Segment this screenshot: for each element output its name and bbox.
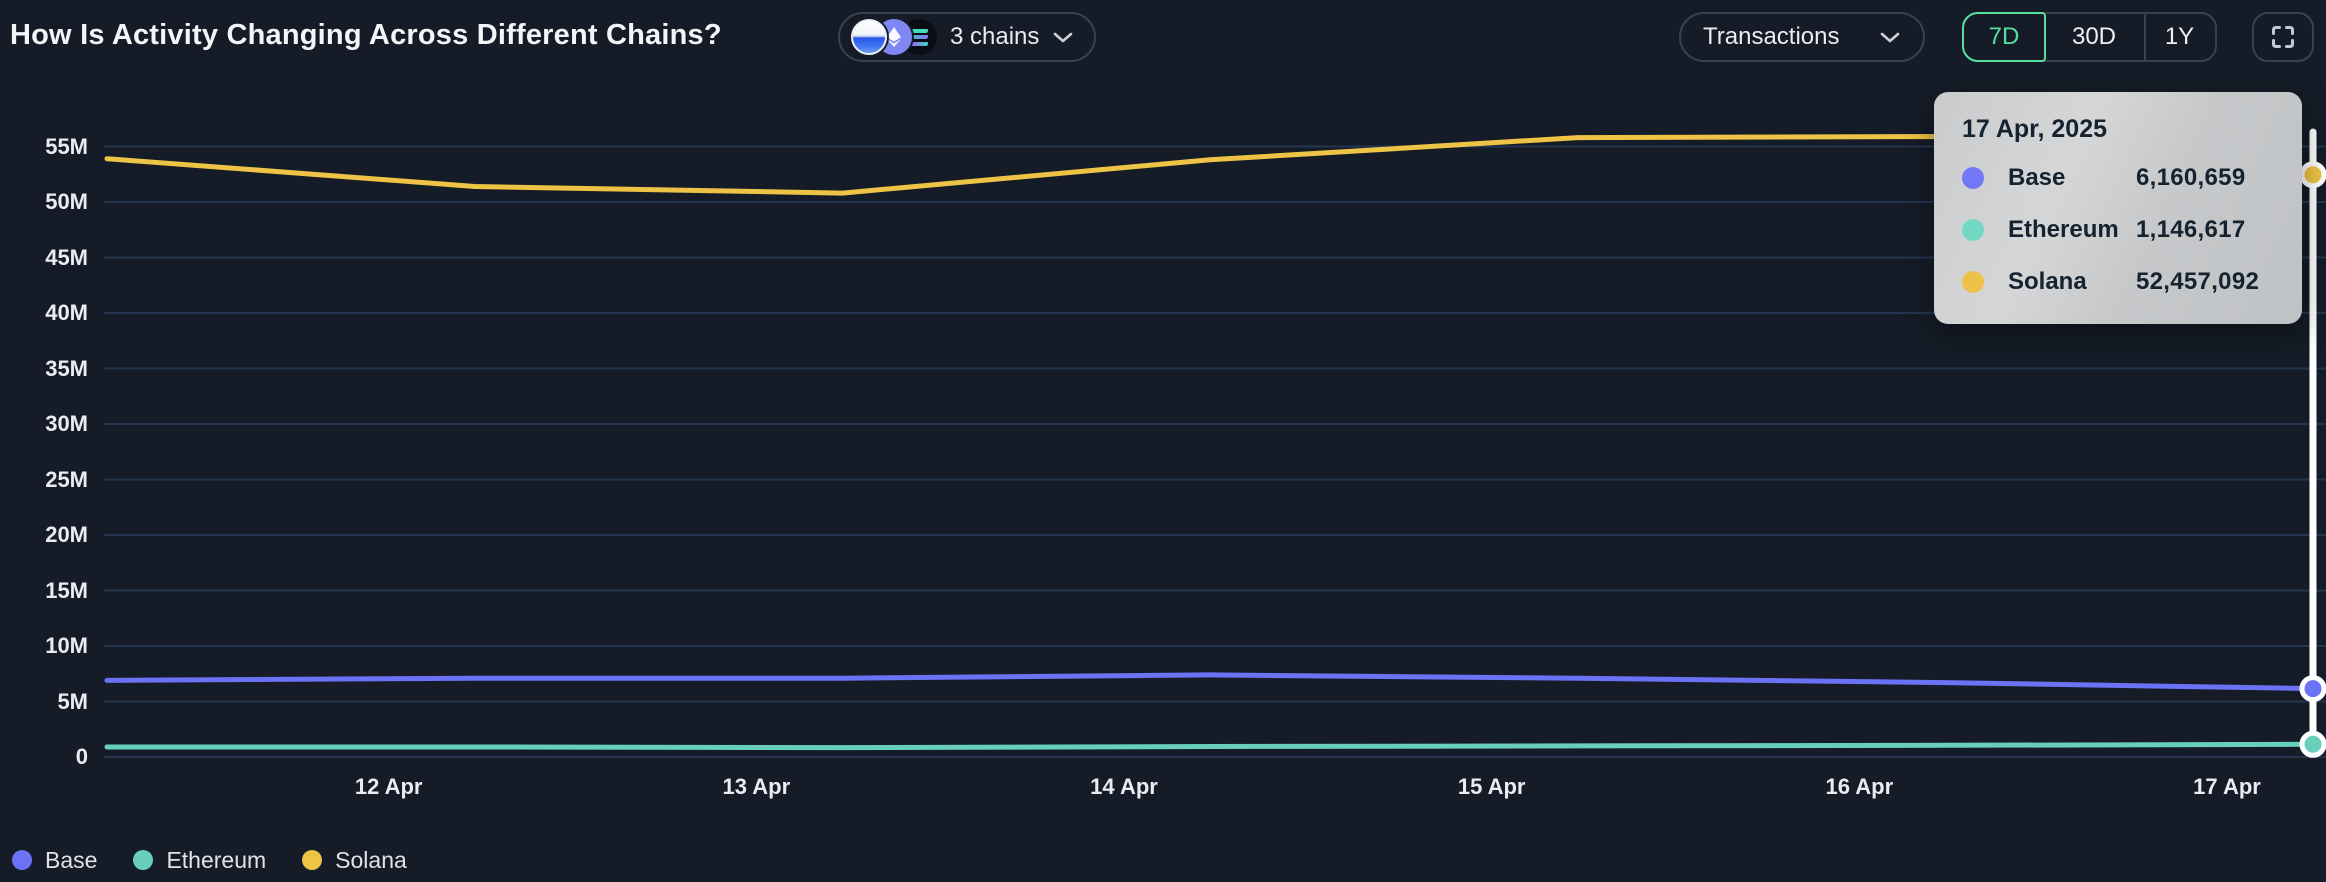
base-end-dot [2299,675,2326,703]
y-axis-label: 45M [45,244,88,270]
ethereum-line [104,741,2316,751]
y-axis-label: 35M [45,355,88,381]
x-axis-label: 13 Apr [722,774,791,799]
solana-series-dot [1962,271,1984,293]
time-range-group: 7D 30D 1Y [1962,12,2217,62]
y-axis-label: 25M [45,466,88,492]
tooltip-series-value: 6,160,659 [2136,164,2246,191]
tooltip-series-value: 1,146,617 [2136,216,2246,243]
solana-legend-dot [302,850,323,870]
chevron-down-icon [1880,32,1900,42]
metric-selector-label: Transactions [1703,23,1840,50]
tooltip-date: 17 Apr, 2025 [1962,115,2108,143]
page-title: How Is Activity Changing Across Differen… [10,19,722,51]
time-range-30d[interactable]: 30D [2044,14,2144,60]
ethereum-end-dot [2299,730,2326,758]
fullscreen-button[interactable] [2252,12,2314,62]
chains-selector-label: 3 chains [950,23,1040,50]
x-axis-label: 15 Apr [1457,774,1526,799]
fullscreen-icon [2272,26,2294,48]
y-axis-label: 15M [45,577,88,603]
x-axis-label: 12 Apr [354,774,423,799]
tooltip-series-name: Solana [2008,268,2087,295]
chart-legend: Base Ethereum Solana [12,843,407,877]
base-legend-dot [12,850,32,870]
chevron-down-icon [1054,32,1073,42]
tooltip-row-solana: Solana 52,457,092 [1962,256,2274,308]
chart-tooltip: 17 Apr, 2025 Base 6,160,659 Ethereum 1,1… [1934,92,2302,324]
tooltip-row-base: Base 6,160,659 [1962,152,2274,204]
tooltip-series-name: Ethereum [2008,216,2119,243]
y-axis-label: 20M [45,522,88,547]
legend-item-solana[interactable]: Solana [302,847,407,874]
legend-item-ethereum[interactable]: Ethereum [133,847,266,874]
time-range-1y[interactable]: 1Y [2144,14,2213,60]
x-axis-label: 16 Apr [1825,774,1894,799]
legend-label: Ethereum [166,846,267,873]
tooltip-row-ethereum: Ethereum 1,146,617 [1962,204,2274,256]
legend-label: Solana [335,846,407,873]
tooltip-series-value: 52,457,092 [2136,268,2260,295]
solana-end-dot [2299,161,2326,189]
y-axis-label: 0 [75,744,88,769]
legend-label: Base [45,846,98,873]
y-axis-label: 40M [45,300,88,325]
y-axis-label: 30M [45,411,88,436]
tooltip-series-name: Base [2008,164,2066,191]
chain-icon-stack [851,19,937,55]
y-axis-label: 50M [45,189,88,214]
metric-selector-dropdown[interactable]: Transactions [1679,12,1925,62]
base-chain-icon [851,19,887,55]
x-axis-label: 17 Apr [2193,774,2261,799]
ethereum-series-dot [1962,219,1984,241]
x-axis-label: 14 Apr [1090,774,1158,799]
y-axis-label: 5M [57,688,88,714]
legend-item-base[interactable]: Base [12,847,97,874]
chains-selector-dropdown[interactable]: 3 chains [838,12,1097,62]
ethereum-legend-dot [133,850,154,870]
y-axis-label: 10M [45,633,88,658]
base-line [104,672,2316,692]
base-series-dot [1962,167,1984,189]
y-axis-label: 55M [45,133,88,159]
